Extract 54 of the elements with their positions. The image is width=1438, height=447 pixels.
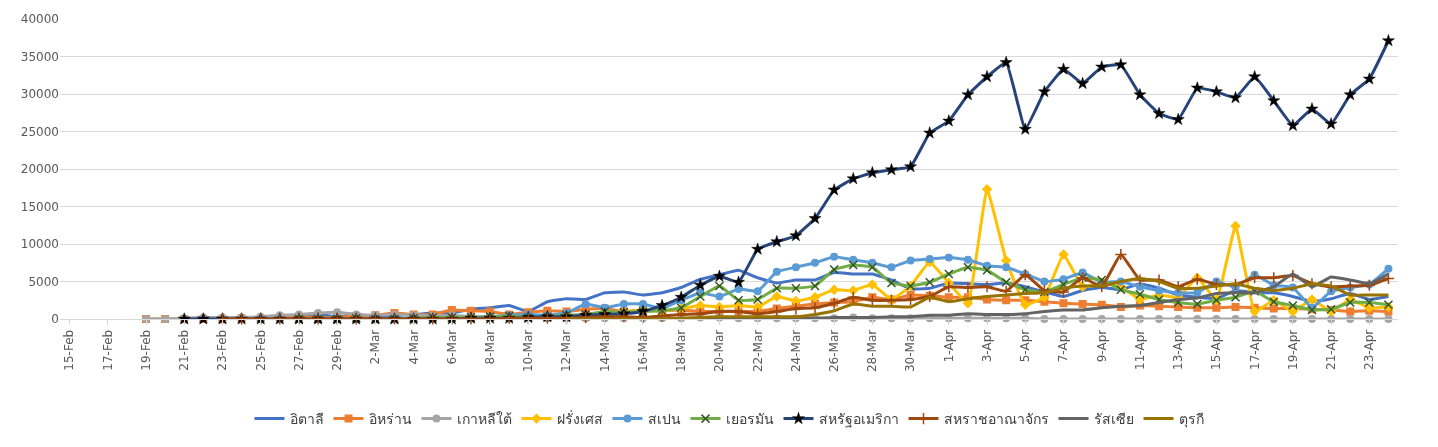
x-tick-label: 6-Mar <box>444 329 459 365</box>
x-tick-label: 5-Apr <box>1018 329 1033 363</box>
legend-label: รัสเซีย <box>1093 411 1134 428</box>
x-tick-label: 17-Feb <box>100 329 115 371</box>
x-tick-label: 19-Apr <box>1285 329 1300 370</box>
y-tick-label: 15000 <box>20 199 59 214</box>
y-tick-label: 0 <box>51 312 59 327</box>
x-tick-label: 8-Mar <box>482 329 497 365</box>
x-tick-label: 3-Apr <box>979 329 994 363</box>
x-tick-label: 16-Mar <box>635 329 650 373</box>
legend-label: ตุรกี <box>1178 411 1204 429</box>
legend-label: ฝรั่งเศส <box>556 410 603 428</box>
x-tick-label: 21-Feb <box>177 329 192 371</box>
legend-label: เยอรมัน <box>725 411 774 428</box>
x-tick-label: 23-Feb <box>215 329 230 371</box>
x-tick-label: 15-Feb <box>62 329 77 371</box>
x-tick-label: 20-Mar <box>712 329 727 373</box>
x-tick-label: 14-Mar <box>597 329 612 373</box>
x-tick-label: 15-Apr <box>1209 329 1224 370</box>
x-tick-label: 21-Apr <box>1324 329 1338 370</box>
y-tick-label: 30000 <box>20 87 59 102</box>
x-tick-label: 30-Mar <box>903 329 918 373</box>
legend-label: สหราชอาณาจักร <box>943 411 1049 428</box>
x-tick-label: 9-Apr <box>1094 329 1109 363</box>
x-tick-label: 12-Mar <box>559 329 574 373</box>
legend-label: สเปน <box>647 411 681 428</box>
legend-label: อิหร่าน <box>368 411 412 428</box>
legend-label: เกาหลีใต้ <box>456 411 512 428</box>
x-tick-label: 29-Feb <box>330 329 345 371</box>
y-tick-label: 40000 <box>20 12 59 27</box>
x-tick-label: 7-Apr <box>1056 329 1071 363</box>
x-tick-label: 4-Mar <box>406 329 421 365</box>
x-tick-label: 2-Mar <box>368 329 383 365</box>
y-tick-label: 35000 <box>20 49 59 64</box>
x-tick-label: 11-Apr <box>1132 329 1147 370</box>
y-tick-label: 10000 <box>20 237 59 252</box>
x-tick-label: 24-Mar <box>788 329 803 373</box>
legend-label: สหรัฐอเมริกา <box>818 411 899 429</box>
y-tick-label: 25000 <box>20 124 59 139</box>
x-tick-label: 27-Feb <box>291 329 306 371</box>
x-tick-label: 22-Mar <box>750 329 765 373</box>
x-tick-label: 28-Mar <box>865 329 880 373</box>
x-tick-label: 10-Mar <box>521 329 536 373</box>
x-tick-label: 18-Mar <box>674 329 689 373</box>
x-tick-label: 19-Feb <box>138 329 153 371</box>
y-tick-label: 5000 <box>28 274 59 289</box>
x-tick-label: 17-Apr <box>1247 329 1262 370</box>
x-tick-label: 25-Feb <box>253 329 268 371</box>
x-tick-label: 13-Apr <box>1171 329 1186 370</box>
y-tick-label: 20000 <box>20 162 59 177</box>
legend-label: อิตาลี <box>289 411 324 428</box>
x-tick-label: 1-Apr <box>941 329 956 363</box>
x-tick-label: 26-Mar <box>827 329 842 373</box>
x-tick-label: 23-Apr <box>1362 329 1377 370</box>
